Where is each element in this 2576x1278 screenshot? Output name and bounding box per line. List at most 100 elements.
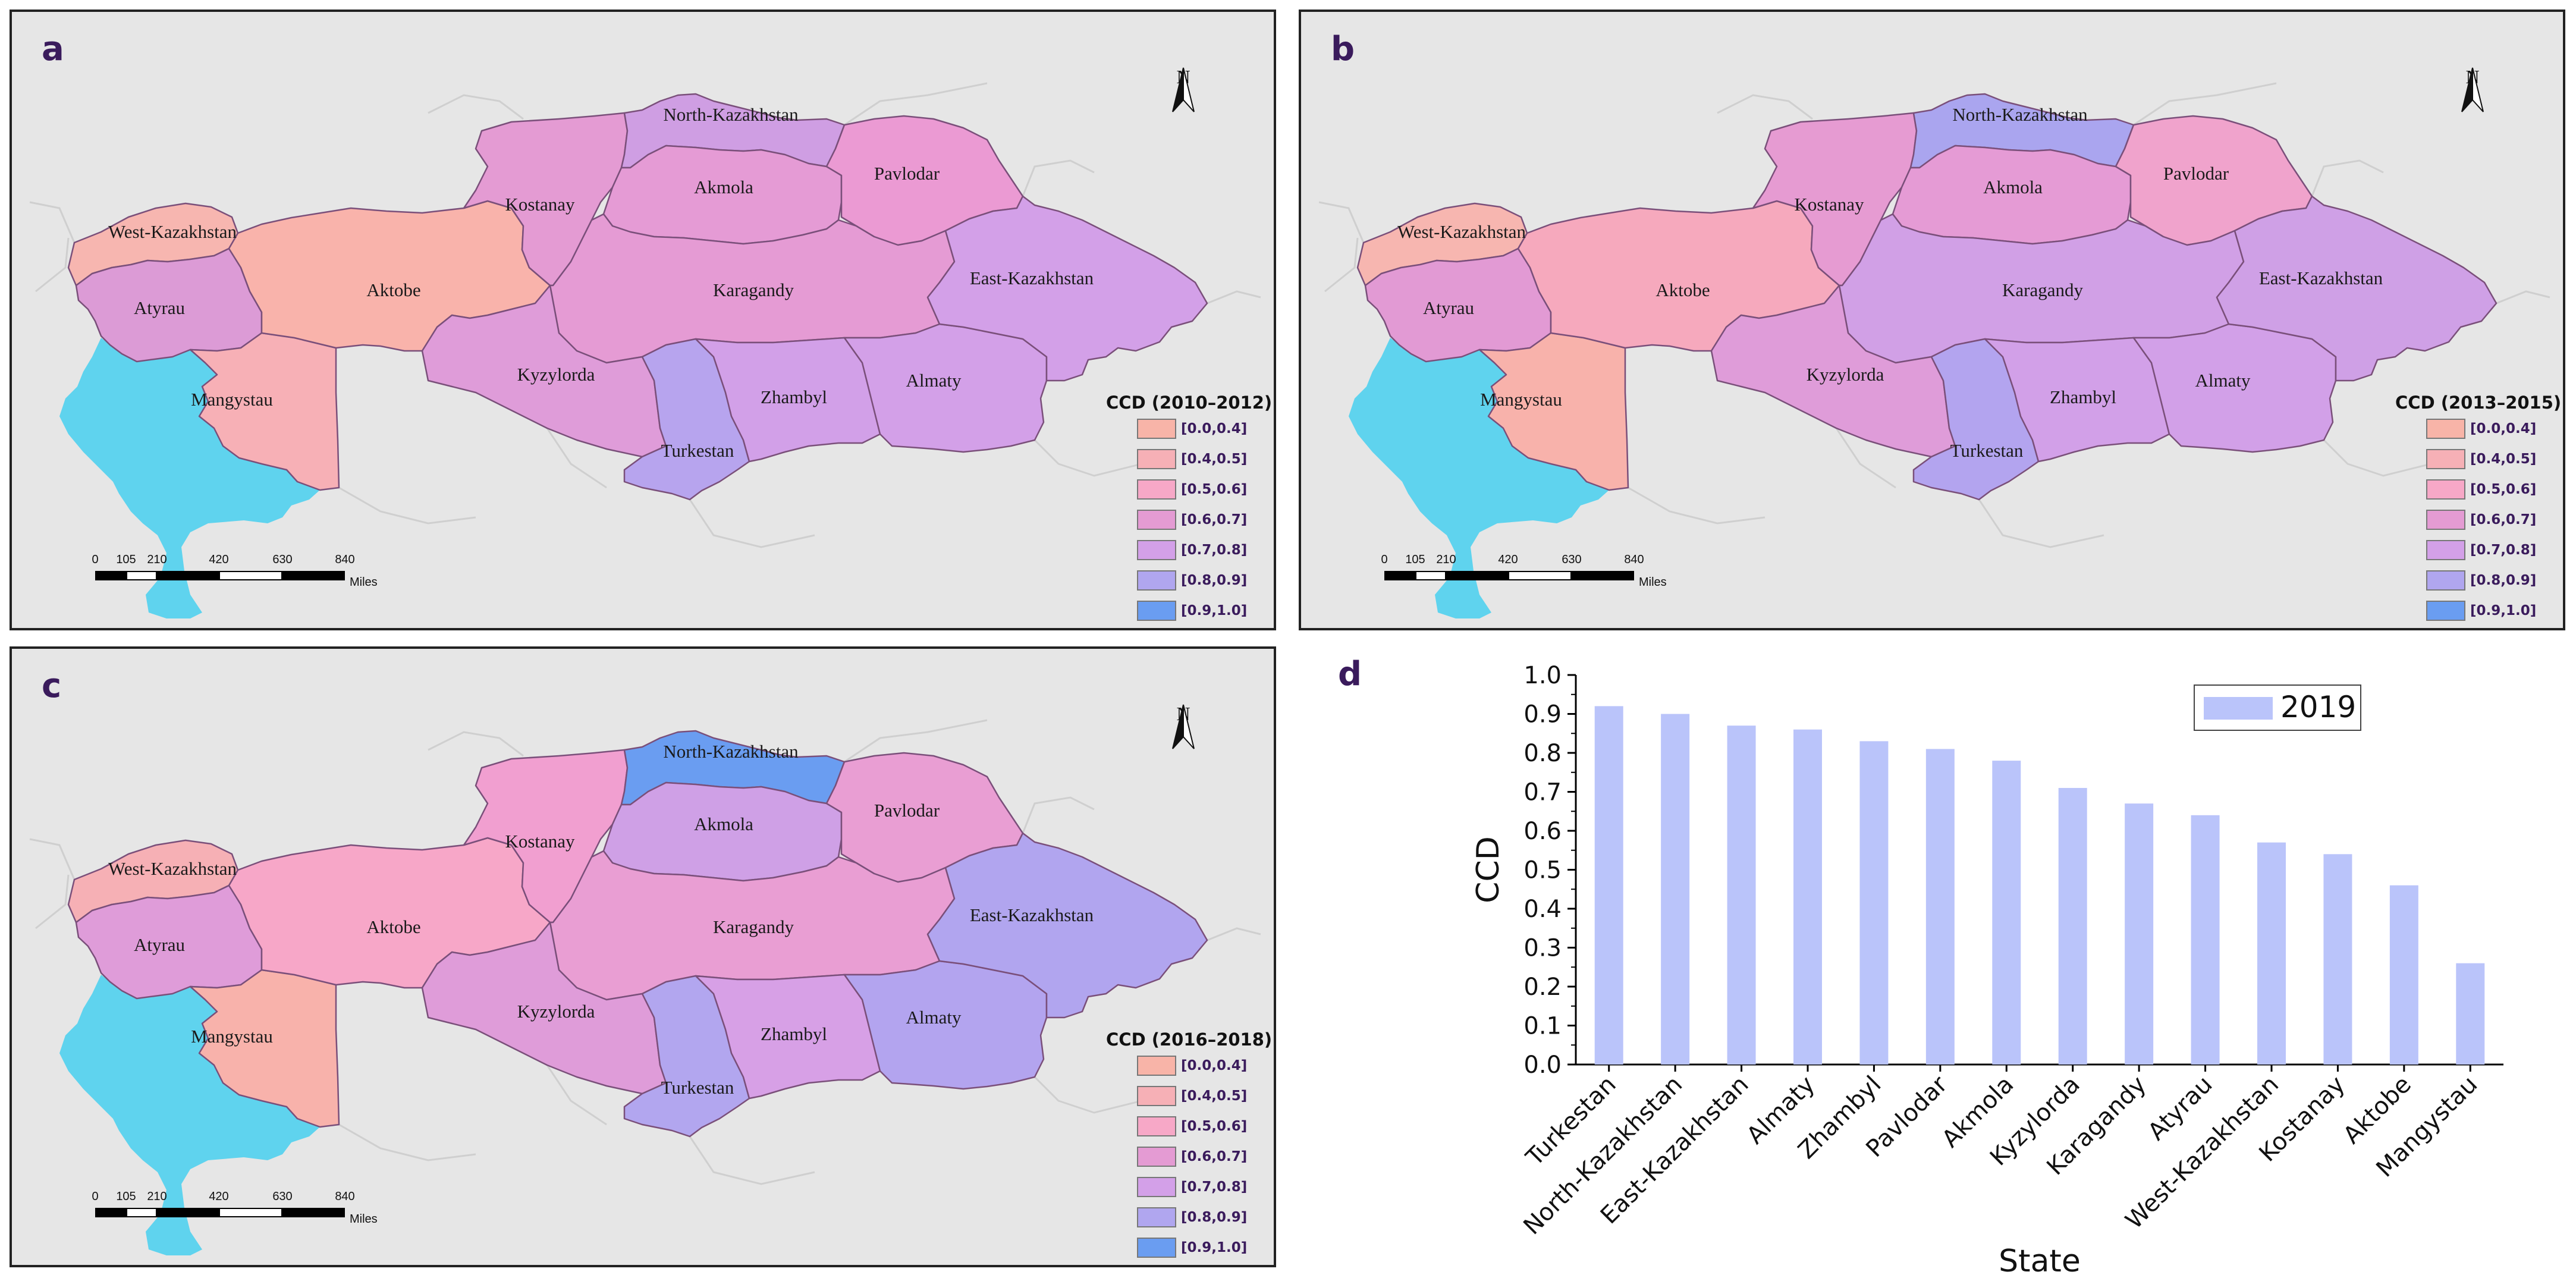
region-label-kyzylorda: Kyzylorda <box>517 1001 595 1022</box>
neighbor-border-9 <box>1318 201 1365 243</box>
map-legend: CCD (2010–2012) [0.0,0.4] [0.4,0.5] [0.5,0.… <box>1106 392 1273 628</box>
bar-akmola <box>1992 761 2021 1065</box>
neighbor-border-8 <box>844 719 988 763</box>
neighbor-border-3 <box>428 94 524 120</box>
scale-segment <box>219 571 282 580</box>
legend-label: [0.7,0.8] <box>1181 542 1248 558</box>
scale-tick: 210 <box>147 553 167 566</box>
scale-tick: 0 <box>92 1190 99 1203</box>
caspian-sea <box>1349 338 1609 618</box>
neighbor-border-0 <box>2496 290 2550 304</box>
scale-tick: 0 <box>92 553 99 566</box>
scale-segment <box>1508 571 1572 580</box>
region-label-karagandy: Karagandy <box>713 280 794 300</box>
caspian-sea <box>59 338 320 618</box>
region-label-akmola: Akmola <box>694 814 753 834</box>
y-tick-label: 0.1 <box>1523 1013 1562 1040</box>
legend-title: CCD (2010–2012) <box>1106 392 1273 413</box>
kazakhstan-map-c: West-Kazakhstan Atyrau Mangystau Aktobe Kost… <box>12 649 1274 1265</box>
region-label-turkestan: Turkestan <box>661 440 734 461</box>
scale-segment <box>95 571 126 580</box>
legend-swatch <box>2426 539 2465 560</box>
scale-tick: 210 <box>147 1190 167 1203</box>
legend-item: [0.4,0.5] <box>1137 1085 1272 1107</box>
legend-item: [0.8,0.9] <box>1137 569 1272 591</box>
legend-swatch <box>2426 570 2465 591</box>
legend-item: [0.6,0.7] <box>2426 508 2561 530</box>
legend-title: CCD (2016–2018) <box>1106 1029 1273 1050</box>
legend-item: [0.5,0.6] <box>2426 478 2561 500</box>
scale-segment <box>219 1208 282 1217</box>
bar-west-kazakhstan <box>2257 842 2286 1065</box>
legend-swatch <box>1137 1176 1176 1197</box>
legend-label: 2019 <box>2280 690 2356 724</box>
panel-label: b <box>1331 30 1355 68</box>
neighbor-border-2 <box>1324 237 1359 293</box>
legend-label: [0.5,0.6] <box>1181 1118 1248 1134</box>
region-label-atyrau: Atyrau <box>134 934 185 955</box>
legend-label: [0.9,1.0] <box>1181 602 1248 618</box>
region-label-mangystau: Mangystau <box>191 1026 273 1047</box>
map-panel-c: West-Kazakhstan Atyrau Mangystau Aktobe Kost… <box>10 646 1276 1267</box>
scale-tick: 840 <box>1624 553 1644 566</box>
y-tick-label: 0.7 <box>1523 779 1562 806</box>
region-label-mangystau: Mangystau <box>191 389 273 410</box>
bar-karagandy <box>2125 803 2154 1065</box>
y-tick-label: 0.3 <box>1523 935 1562 962</box>
scale-tick: 420 <box>209 553 229 566</box>
legend-label: [0.9,1.0] <box>2470 602 2537 618</box>
scale-segment <box>1446 571 1508 580</box>
bar-mangystau <box>2456 963 2485 1065</box>
scale-segment <box>157 571 219 580</box>
region-label-north-kazakhstan: North-Kazakhstan <box>1952 104 2088 125</box>
neighbor-border-4 <box>2323 439 2432 477</box>
y-tick-label: 0.6 <box>1523 818 1562 845</box>
legend-label: [0.5,0.6] <box>1181 481 1248 497</box>
legend-item: [0.0,0.4] <box>2426 417 2561 439</box>
scale-segment <box>282 571 345 580</box>
scale-tick: 105 <box>116 1190 136 1203</box>
map-legend: CCD (2016–2018) [0.0,0.4] [0.4,0.5] [0.5,0.… <box>1106 1029 1273 1265</box>
scale-tick: 630 <box>1562 553 1582 566</box>
x-axis-label: State <box>1999 1244 2081 1275</box>
neighbor-border-0 <box>1207 927 1261 941</box>
legend-swatch <box>1137 600 1176 621</box>
legend-label: [0.4,0.5] <box>1181 1088 1248 1104</box>
region-east-kazakhstan <box>926 195 1208 382</box>
legend-swatch <box>1137 539 1176 560</box>
y-tick-label: 0.0 <box>1523 1051 1562 1079</box>
legend-label: [0.8,0.9] <box>1181 572 1248 588</box>
scale-tick: 420 <box>209 1190 229 1203</box>
scale-units: Miles <box>350 1213 378 1226</box>
bar-kyzylorda <box>2058 787 2087 1065</box>
bar-turkestan <box>1594 706 1623 1065</box>
region-east-kazakhstan <box>2216 195 2498 382</box>
neighbor-border-5 <box>1978 499 2104 548</box>
bar-east-kazakhstan <box>1727 726 1756 1065</box>
scale-segment <box>1572 571 1634 580</box>
legend-label: [0.6,0.7] <box>2470 511 2537 527</box>
neighbor-border-4 <box>1033 439 1142 477</box>
legend-item: [0.6,0.7] <box>1137 1145 1272 1167</box>
bar-zhambyl <box>1859 741 1889 1065</box>
legend-item: [0.5,0.6] <box>1137 1115 1272 1137</box>
scale-tick: 630 <box>272 1190 293 1203</box>
legend-swatch <box>2426 600 2465 621</box>
y-tick-label: 0.5 <box>1523 857 1562 884</box>
region-label-mangystau: Mangystau <box>1480 389 1562 410</box>
legend-label: [0.5,0.6] <box>2470 481 2537 497</box>
legend-item: [0.9,1.0] <box>1137 599 1272 621</box>
bar-chart-panel: d 0.0 0.1 0.2 0.3 0.4 0.5 0.6 0.7 0.8 0.9 1.0 CCD Tur… <box>1302 642 2576 1278</box>
legend-swatch <box>1137 509 1176 530</box>
neighbor-border-6 <box>1628 486 1765 525</box>
legend-item: [0.8,0.9] <box>1137 1206 1272 1228</box>
bar-aktobe <box>2389 885 2418 1065</box>
scale-segment <box>1384 571 1415 580</box>
y-tick-label: 0.8 <box>1523 740 1562 767</box>
y-tick-label: 0.2 <box>1523 974 1562 1001</box>
neighbor-border-1 <box>2311 159 2384 197</box>
map-legend: CCD (2013–2015) [0.0,0.4] [0.4,0.5] [0.5,0.… <box>2395 392 2561 628</box>
north-arrow: N <box>1166 67 1201 112</box>
legend-label: [0.0,0.4] <box>2470 420 2537 437</box>
region-label-north-kazakhstan: North-Kazakhstan <box>663 741 799 762</box>
